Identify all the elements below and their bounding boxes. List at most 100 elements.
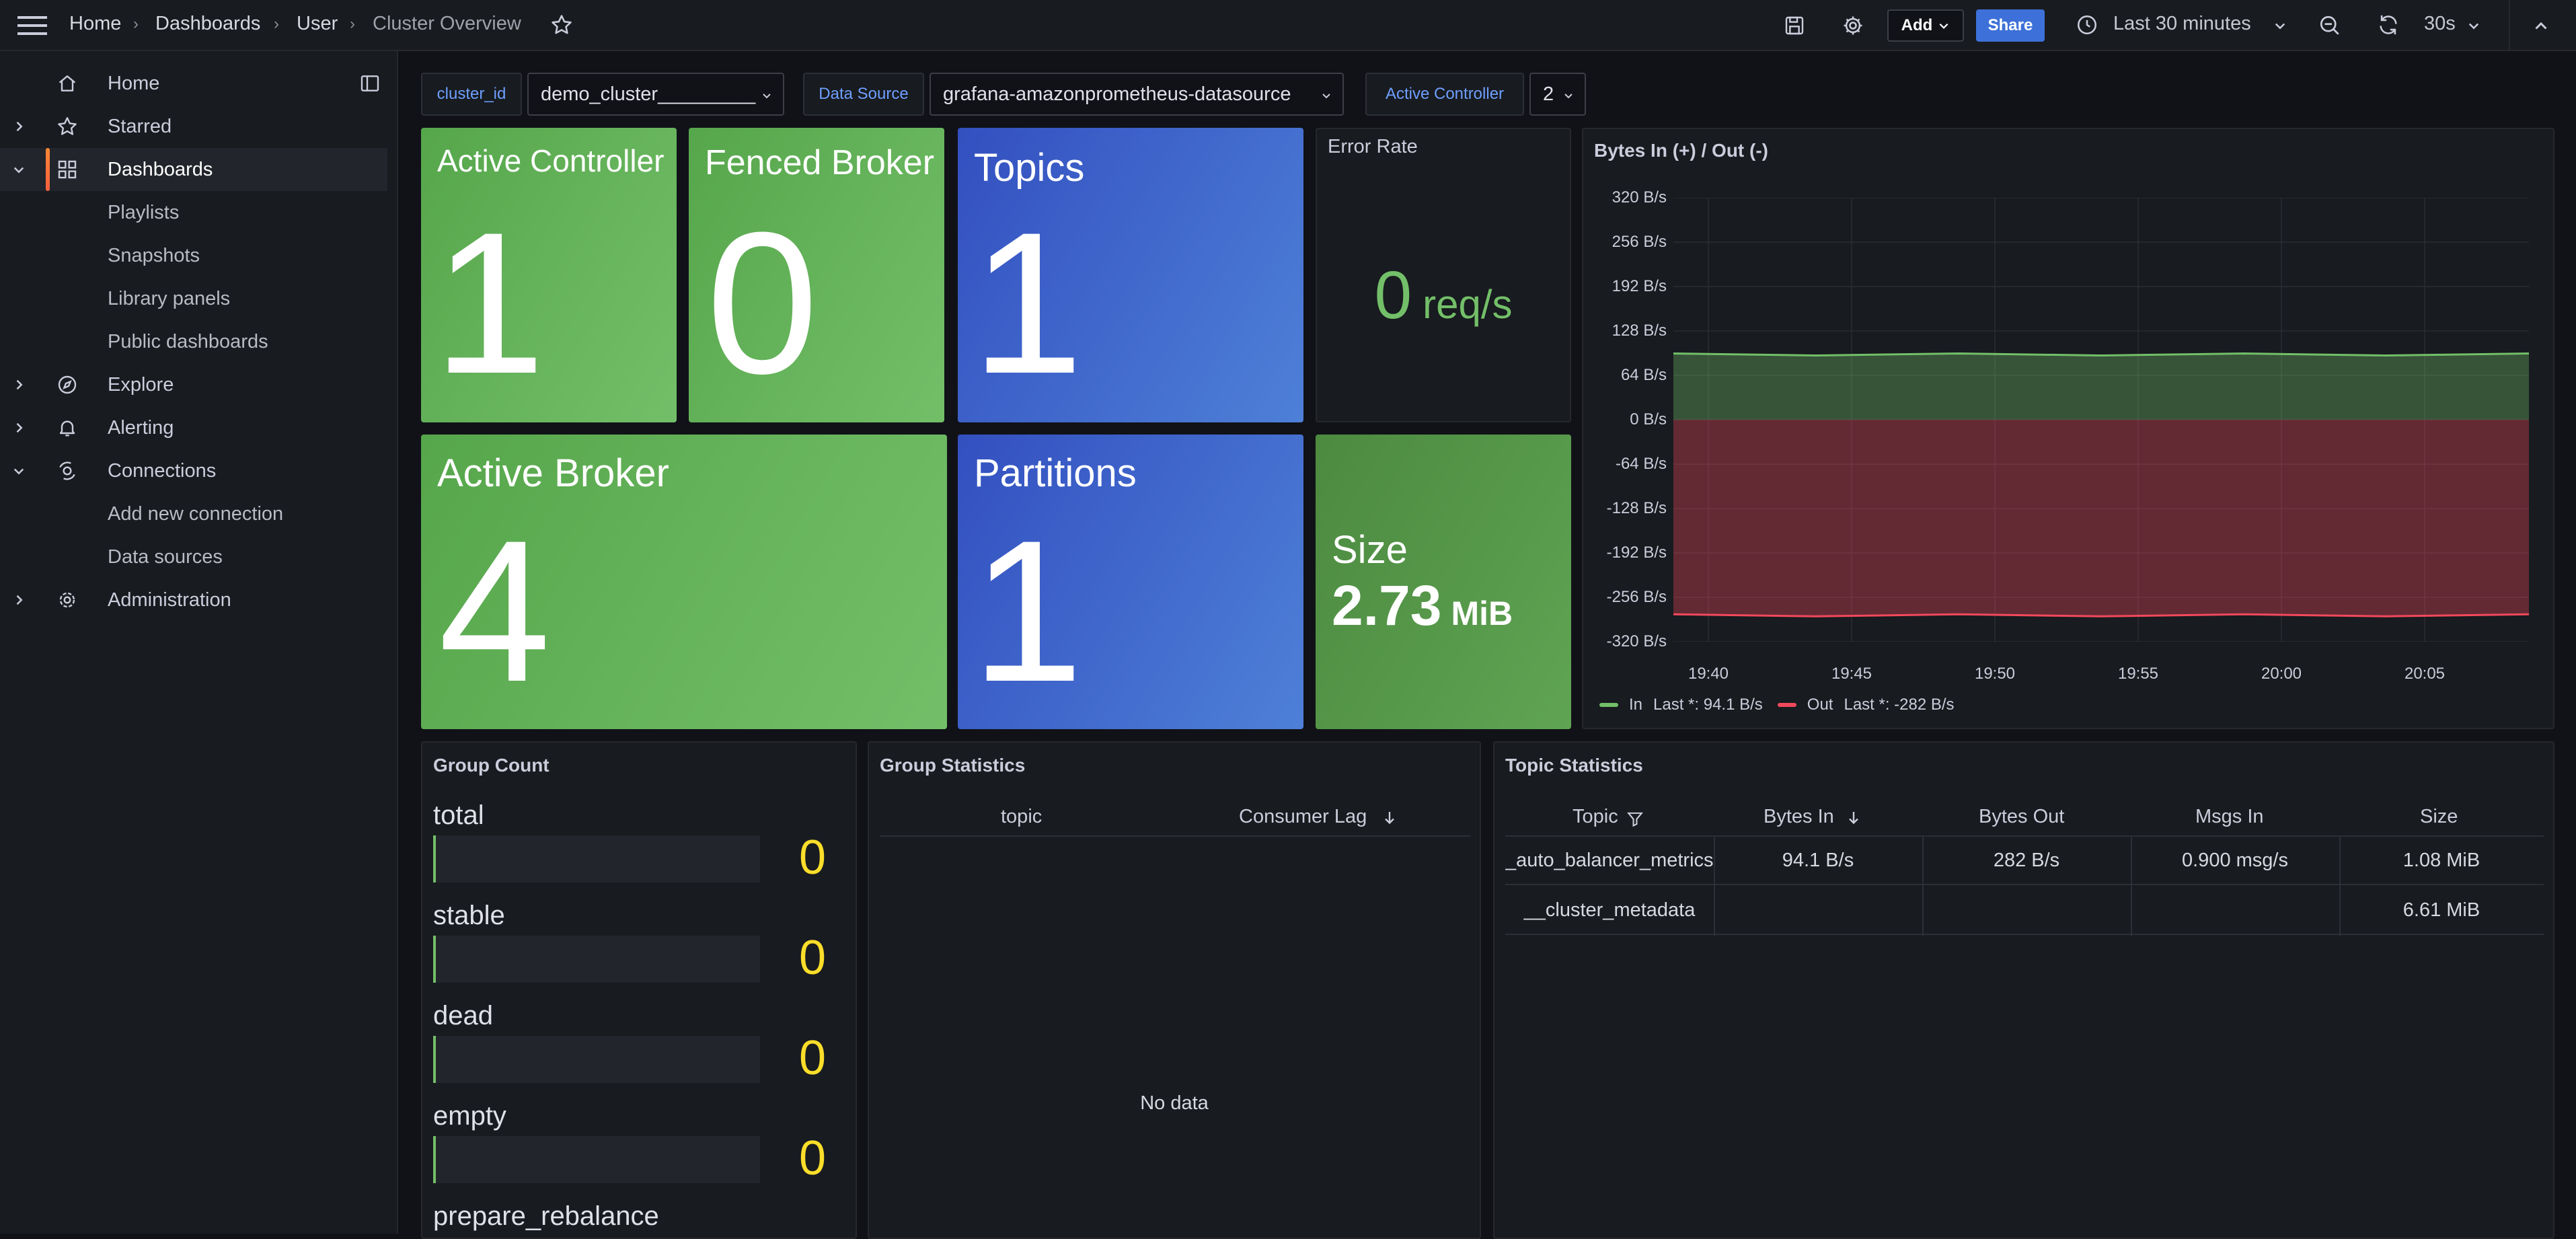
stat-panel-active-broker[interactable]: Active Broker 4 — [421, 435, 947, 729]
refresh-icon[interactable] — [2377, 13, 2400, 36]
chevron-down-icon[interactable] — [12, 163, 26, 176]
gauge-bar — [433, 1036, 760, 1083]
sidebar-item-snapshots[interactable]: Snapshots — [0, 234, 387, 277]
sidebar-item-playlists[interactable]: Playlists — [0, 191, 387, 234]
menu-icon[interactable] — [17, 15, 47, 36]
sidebar-item-add-new-connection[interactable]: Add new connection — [0, 492, 387, 535]
settings-icon[interactable] — [1842, 14, 1864, 37]
timeseries-panel-bytes[interactable]: Bytes In (+) / Out (-) In Last *: 94.1 B… — [1582, 128, 2554, 729]
stat-panel-size[interactable]: Size 2.73 MiB — [1316, 435, 1571, 729]
dock-menu-icon[interactable] — [359, 73, 381, 94]
gauge-value: 0 — [799, 1131, 827, 1185]
gauge-label: dead — [433, 1001, 493, 1030]
stat-panel-fenced-broker[interactable]: Fenced Broker 0 — [689, 128, 944, 422]
gauge-label: prepare_rebalance — [433, 1201, 659, 1231]
variable-select-active-controller[interactable]: 2 — [1529, 73, 1586, 116]
chevron-down-icon[interactable] — [12, 464, 26, 478]
y-tick-label: 320 B/s — [1612, 188, 1667, 206]
table-panel-topic-statistics[interactable]: Topic Statistics Topic Bytes In Bytes Ou… — [1493, 741, 2554, 1239]
panel-title: Topics — [974, 146, 1085, 190]
variable-select-data-source[interactable]: grafana-amazonprometheus-datasource — [930, 73, 1344, 116]
sidebar-item-connections[interactable]: Connections — [0, 449, 387, 492]
gauge-label: total — [433, 800, 484, 830]
breadcrumb-user[interactable]: User — [297, 13, 338, 34]
sort-descending-icon[interactable] — [1381, 810, 1398, 826]
variable-select-cluster-id[interactable]: demo_cluster_________ — [527, 73, 784, 116]
stat-value: 1 — [971, 190, 1084, 416]
y-tick-label: -192 B/s — [1606, 543, 1667, 562]
variable-label-cluster-id: cluster_id — [421, 73, 522, 116]
bar-gauge-panel-group-count[interactable]: Group Count total 0 stable 0 dead 0 empt… — [421, 741, 857, 1239]
cell-bytes-out: 282 B/s — [1993, 850, 2060, 871]
column-header-consumer-lag[interactable]: Consumer Lag — [1239, 806, 1367, 827]
table-row[interactable]: __cluster_metadata 6.61 MiB — [1505, 887, 2544, 935]
share-button[interactable]: Share — [1976, 9, 2045, 42]
stat-panel-partitions[interactable]: Partitions 1 — [958, 435, 1303, 729]
x-tick-label: 20:05 — [2404, 665, 2446, 683]
chevron-down-icon[interactable] — [2467, 19, 2480, 32]
star-icon[interactable] — [550, 13, 573, 36]
refresh-interval-picker[interactable]: 30s — [2424, 13, 2456, 34]
sidebar-item-label: Library panels — [108, 287, 231, 309]
column-header-topic[interactable]: topic — [1001, 806, 1043, 827]
panel-title: Active Broker — [437, 451, 669, 495]
sidebar-item-explore[interactable]: Explore — [0, 363, 387, 406]
star-icon — [58, 117, 77, 135]
column-divider — [2131, 837, 2132, 936]
sidebar-item-label: Add new connection — [108, 502, 284, 525]
table-panel-group-statistics[interactable]: Group Statistics topic Consumer Lag No d… — [868, 741, 1481, 1239]
legend-series-out[interactable]: Out — [1807, 696, 1833, 714]
stat-value: 2.73 — [1332, 574, 1442, 637]
sidebar-item-public-dashboards[interactable]: Public dashboards — [0, 320, 387, 363]
stat-panel-error-rate[interactable]: Error Rate 0 req/s — [1316, 128, 1571, 422]
filter-icon[interactable] — [1626, 810, 1644, 827]
stat-panel-active-controller[interactable]: Active Controller 1 — [421, 128, 677, 422]
chevron-up-icon[interactable] — [2533, 17, 2549, 34]
legend-series-in[interactable]: In — [1629, 696, 1643, 714]
column-header-bytes-out[interactable]: Bytes Out — [1979, 806, 2065, 827]
sidebar-item-alerting[interactable]: Alerting — [0, 406, 387, 449]
stat-value: 0 — [706, 190, 819, 416]
breadcrumb-home[interactable]: Home — [69, 13, 122, 34]
chevron-right-icon[interactable] — [12, 378, 26, 391]
add-button[interactable]: Add — [1887, 9, 1964, 42]
cell-bytes-in: 94.1 B/s — [1782, 850, 1854, 871]
chevron-right-icon[interactable] — [12, 593, 26, 607]
sidebar-item-starred[interactable]: Starred — [0, 105, 387, 148]
chevron-down-icon[interactable] — [2273, 19, 2287, 32]
y-tick-label: 0 B/s — [1630, 410, 1667, 428]
sidebar-item-home[interactable]: Home — [0, 62, 387, 105]
sidebar-item-library-panels[interactable]: Library panels — [0, 277, 387, 320]
gauge-bar — [433, 835, 760, 883]
column-header-size[interactable]: Size — [2420, 806, 2458, 827]
stat-unit: MiB — [1451, 595, 1513, 632]
stat-unit: req/s — [1423, 282, 1513, 327]
chevron-right-icon[interactable] — [12, 120, 26, 133]
sidebar-item-data-sources[interactable]: Data sources — [0, 535, 387, 578]
y-tick-label: 192 B/s — [1612, 277, 1667, 295]
sort-descending-icon[interactable] — [1846, 810, 1862, 826]
save-icon[interactable] — [1784, 15, 1805, 36]
time-range-picker[interactable]: Last 30 minutes — [2113, 13, 2251, 34]
breadcrumb-current: Cluster Overview — [373, 13, 521, 34]
panel-title: Group Count — [433, 755, 550, 776]
series-line-in[interactable] — [1673, 352, 2529, 357]
stat-value: 1 — [433, 190, 545, 416]
x-tick-label: 19:40 — [1688, 665, 1729, 683]
column-header-topic[interactable]: Topic — [1573, 806, 1618, 827]
breadcrumb-dashboards[interactable]: Dashboards — [155, 13, 261, 34]
series-area-in — [1673, 353, 2529, 420]
table-row[interactable]: _auto_balancer_metrics 94.1 B/s 282 B/s … — [1505, 837, 2544, 885]
sidebar-item-dashboards[interactable]: Dashboards — [0, 148, 387, 191]
chevron-right-icon[interactable] — [12, 421, 26, 435]
series-line-out[interactable] — [1673, 613, 2529, 617]
sidebar-item-label: Starred — [108, 115, 172, 137]
variable-label-active-controller: Active Controller — [1365, 73, 1524, 116]
column-header-bytes-in[interactable]: Bytes In — [1764, 806, 1834, 827]
stat-panel-topics[interactable]: Topics 1 — [958, 128, 1303, 422]
column-header-msgs-in[interactable]: Msgs In — [2195, 806, 2264, 827]
chart-plot-area[interactable] — [1673, 198, 2529, 642]
chevron-down-icon — [1939, 23, 1948, 29]
sidebar-item-administration[interactable]: Administration — [0, 578, 387, 622]
zoom-out-icon[interactable] — [2318, 13, 2342, 38]
